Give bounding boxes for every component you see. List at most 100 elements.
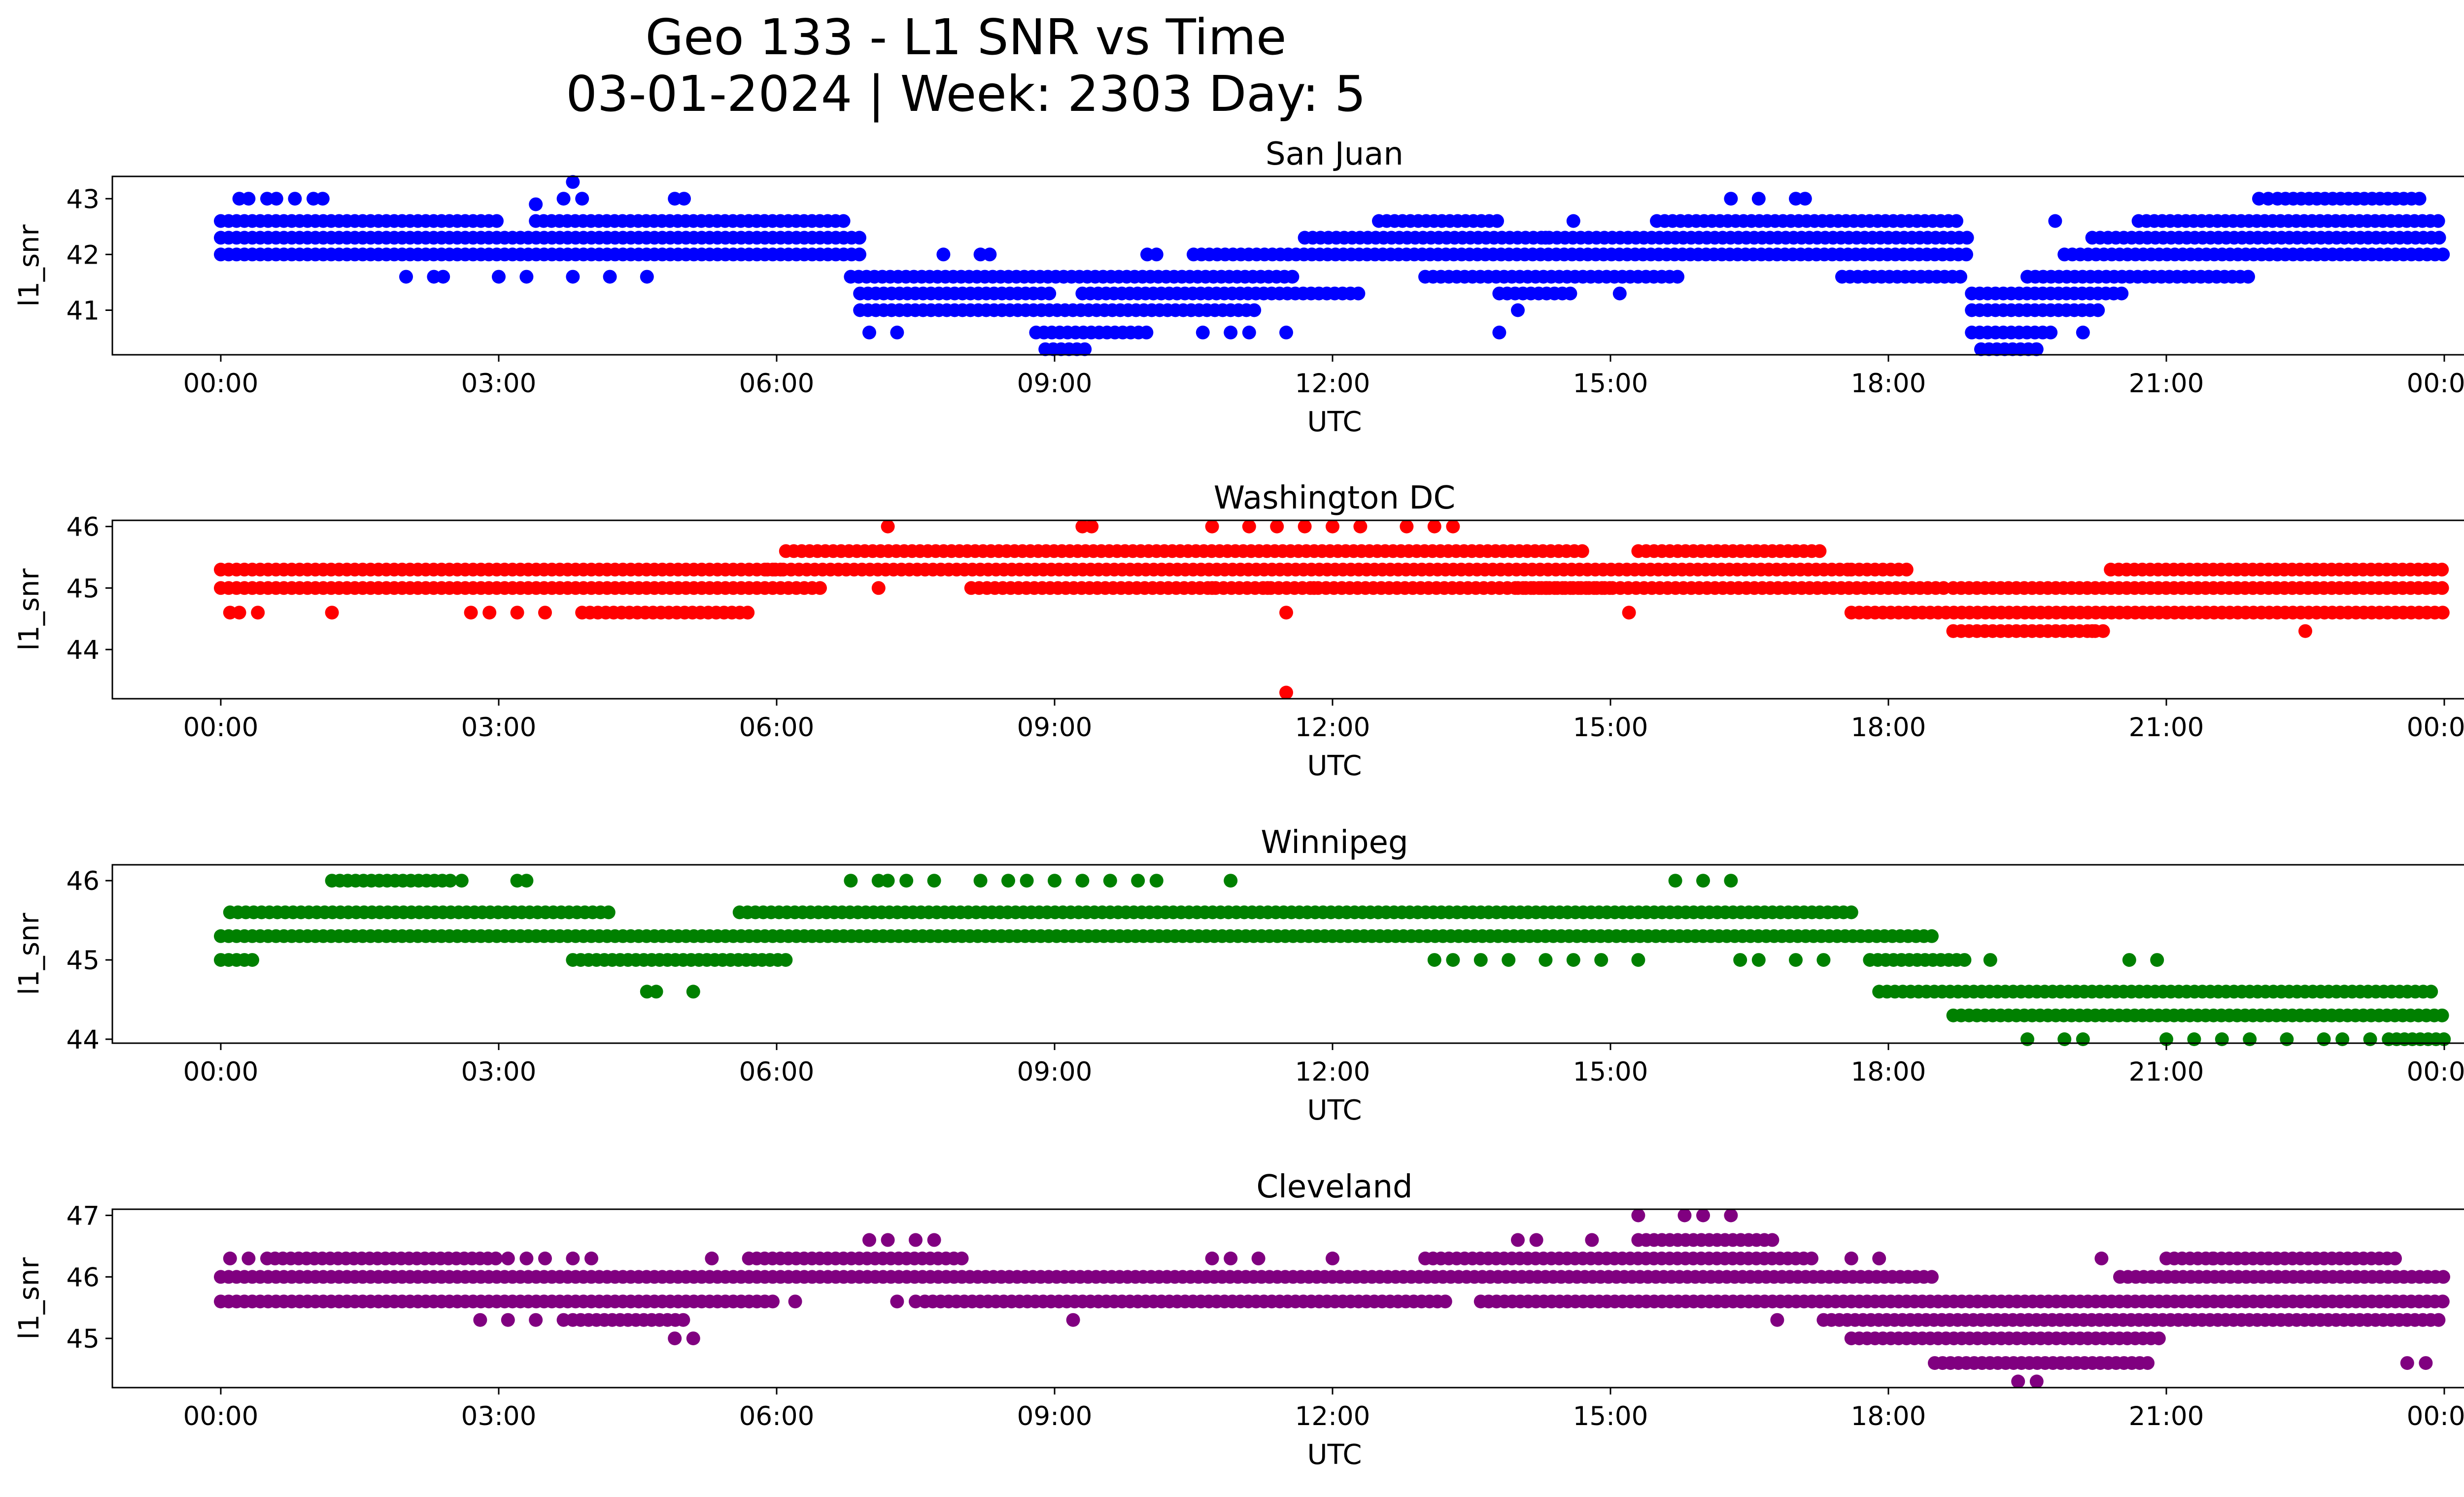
data-point xyxy=(955,1251,969,1265)
x-tick-label: 09:00 xyxy=(1017,1057,1093,1087)
y-tick-label: 47 xyxy=(67,1201,100,1231)
data-point xyxy=(2436,1270,2450,1284)
data-point xyxy=(2020,1032,2034,1046)
data-point xyxy=(1224,1251,1238,1265)
data-point xyxy=(1816,953,1831,967)
data-point xyxy=(1351,286,1366,301)
data-point xyxy=(1937,581,1951,595)
y-tick-label: 44 xyxy=(67,1025,100,1055)
data-point xyxy=(489,1251,503,1265)
data-point xyxy=(1631,953,1645,967)
data-point xyxy=(1733,953,1747,967)
data-point xyxy=(1950,214,1963,228)
data-point xyxy=(1983,953,1997,967)
data-point xyxy=(482,606,497,620)
x-tick-label: 03:00 xyxy=(461,369,537,399)
data-point xyxy=(2317,1032,2331,1046)
x-tick-label: 00:00 xyxy=(183,1057,259,1087)
data-point xyxy=(2298,624,2312,638)
data-point xyxy=(473,1313,487,1327)
x-tick-label: 06:00 xyxy=(739,713,815,743)
data-point xyxy=(2412,192,2427,206)
data-point xyxy=(890,325,904,340)
x-tick-label: 21:00 xyxy=(2129,1057,2204,1087)
data-point xyxy=(241,1251,256,1265)
data-point xyxy=(315,192,330,206)
data-point xyxy=(788,1294,802,1309)
data-point xyxy=(2261,192,2275,206)
data-point xyxy=(1511,1233,1525,1247)
data-point xyxy=(538,1251,552,1265)
data-point xyxy=(566,175,580,189)
y-axis-label: l1_snr xyxy=(13,568,45,651)
data-point xyxy=(2435,606,2450,620)
x-axis-label: UTC xyxy=(1307,1094,1362,1126)
y-tick-label: 42 xyxy=(67,240,100,270)
data-point xyxy=(436,270,450,284)
data-point xyxy=(2435,1008,2449,1022)
data-point xyxy=(871,581,886,595)
data-point xyxy=(2115,286,2129,301)
x-tick-label: 00:00 xyxy=(2407,1401,2464,1431)
data-point xyxy=(1751,953,1766,967)
data-point xyxy=(1805,1251,1818,1265)
data-point xyxy=(649,985,663,999)
data-point xyxy=(1438,1294,1452,1309)
data-point xyxy=(454,874,469,888)
x-tick-label: 15:00 xyxy=(1573,369,1648,399)
data-point xyxy=(556,192,571,206)
data-point xyxy=(677,192,691,206)
data-point xyxy=(1427,519,1441,534)
data-point xyxy=(836,214,851,228)
data-point xyxy=(668,1331,682,1346)
x-tick-label: 03:00 xyxy=(461,713,537,743)
data-point xyxy=(1224,325,1238,340)
axes-frame xyxy=(111,864,2464,1044)
data-point xyxy=(1813,544,1827,558)
data-point xyxy=(1042,286,1057,301)
data-point xyxy=(862,325,876,340)
data-point xyxy=(1925,1270,1939,1284)
data-point xyxy=(510,606,524,620)
data-point xyxy=(2435,581,2449,595)
x-tick-label: 15:00 xyxy=(1573,1401,1648,1431)
data-point xyxy=(1612,286,1627,301)
data-point xyxy=(1131,874,1145,888)
x-tick-label: 18:00 xyxy=(1851,713,1926,743)
data-point xyxy=(1085,519,1099,534)
x-tick-label: 09:00 xyxy=(1017,369,1093,399)
x-tick-label: 18:00 xyxy=(1851,1401,1926,1431)
data-point xyxy=(844,874,858,888)
subplot-title: Washington DC xyxy=(1214,480,1455,516)
x-axis-label: UTC xyxy=(1307,406,1362,438)
data-point xyxy=(501,1313,515,1327)
data-point xyxy=(983,247,997,262)
data-point xyxy=(2057,1032,2072,1046)
data-point xyxy=(1770,1313,1784,1327)
data-point xyxy=(245,953,259,967)
data-point xyxy=(2435,562,2449,577)
data-points xyxy=(214,519,2450,700)
subplot-title: Cleveland xyxy=(1256,1169,1412,1205)
data-points xyxy=(214,175,2450,356)
data-points xyxy=(214,874,2451,1046)
data-point xyxy=(1261,581,1275,595)
data-point xyxy=(853,247,866,262)
x-tick-label: 00:00 xyxy=(183,369,259,399)
data-point xyxy=(899,874,914,888)
figure-title-line1: Geo 133 - L1 SNR vs Time xyxy=(646,8,1287,66)
x-tick-label: 00:00 xyxy=(2407,1057,2464,1087)
data-point xyxy=(1622,606,1636,620)
data-point xyxy=(566,1251,580,1265)
data-point xyxy=(936,247,951,262)
data-point xyxy=(1020,874,1034,888)
data-point xyxy=(1353,519,1368,534)
data-point xyxy=(741,606,755,620)
data-point xyxy=(1446,953,1460,967)
y-tick-label: 46 xyxy=(67,1262,100,1293)
data-point xyxy=(529,1313,543,1327)
data-point xyxy=(399,270,413,284)
data-point xyxy=(575,192,589,206)
data-point xyxy=(2215,1032,2229,1046)
